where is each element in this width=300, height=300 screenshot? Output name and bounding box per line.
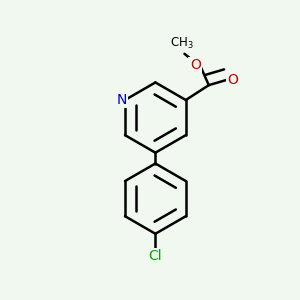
Text: N: N [117, 93, 127, 107]
Text: O: O [190, 58, 201, 72]
Text: O: O [228, 73, 238, 87]
Text: Cl: Cl [148, 249, 162, 263]
Text: CH$_3$: CH$_3$ [170, 35, 194, 50]
